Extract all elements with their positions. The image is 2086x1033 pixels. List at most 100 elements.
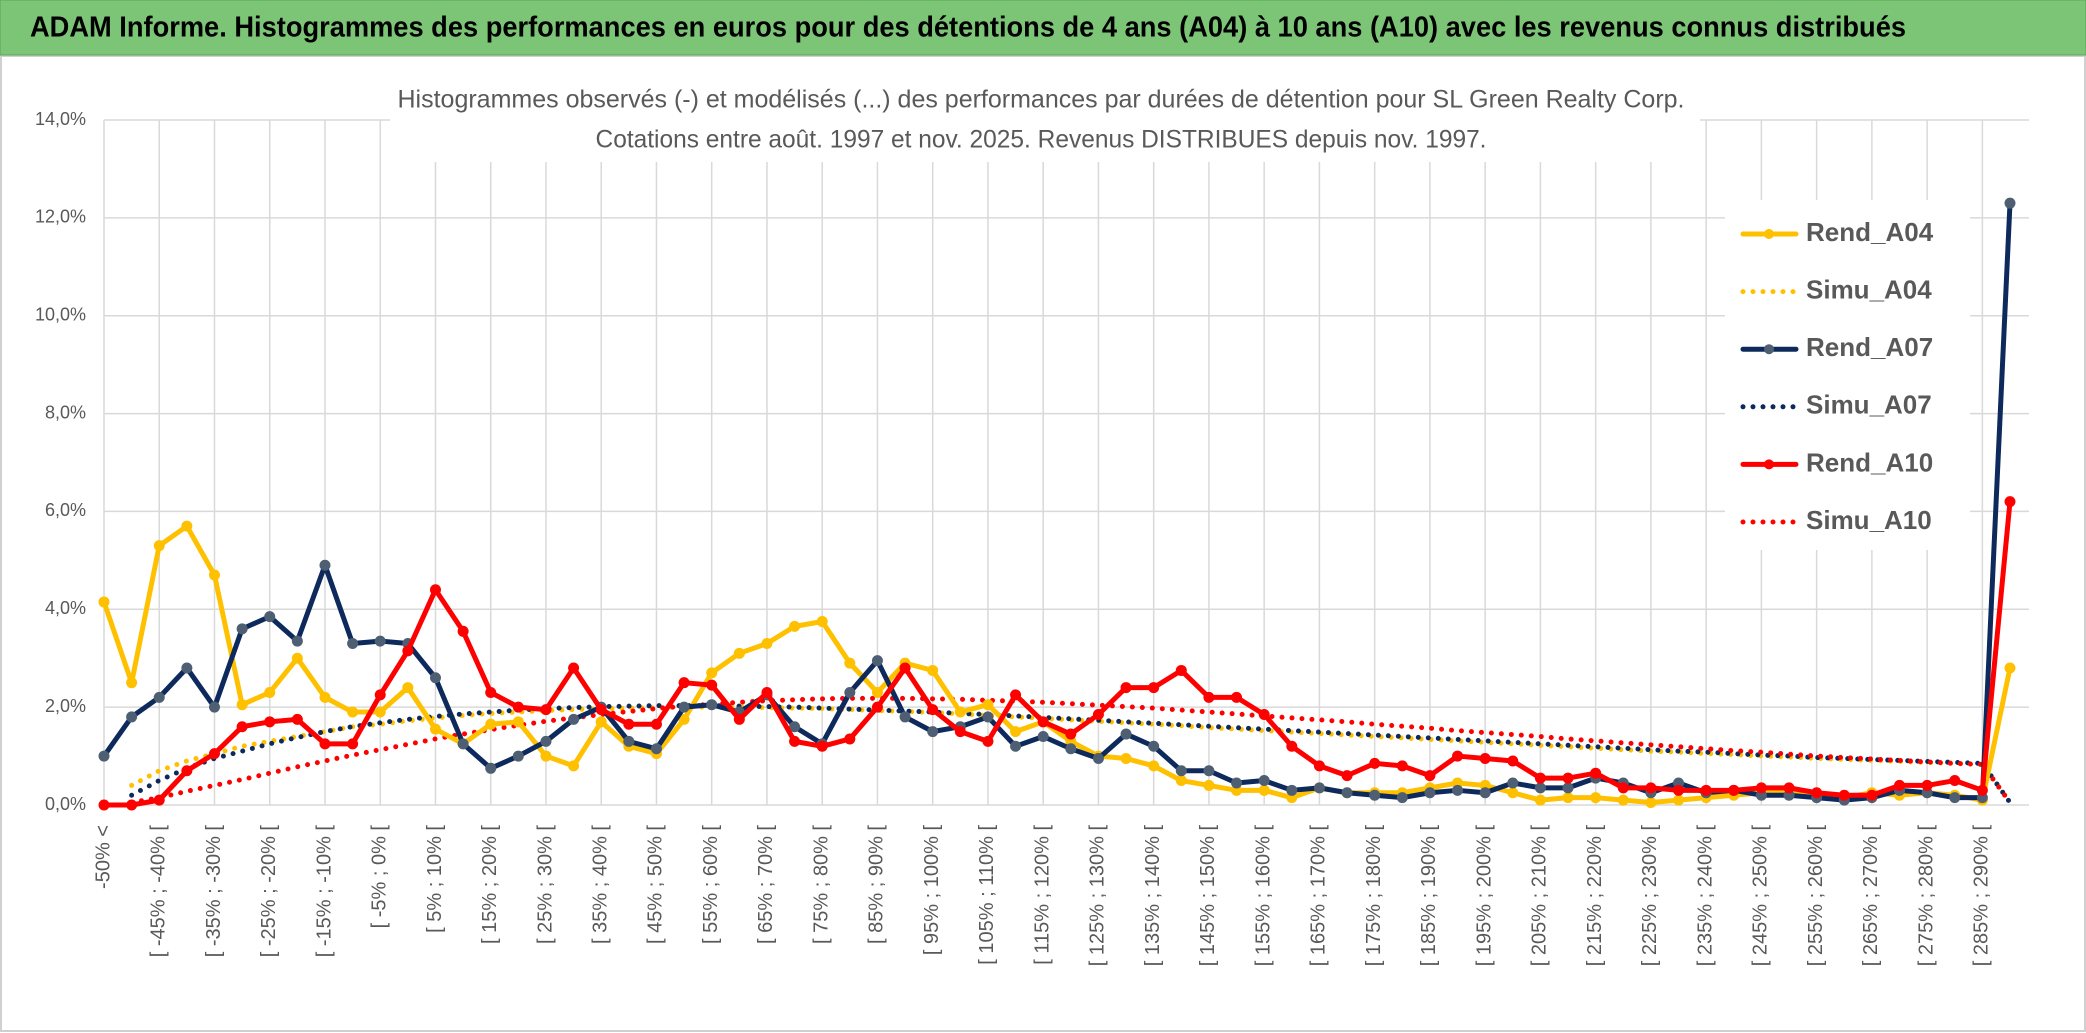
x-tick-label: [ 45% ; 50% [	[645, 825, 667, 944]
series-marker	[1866, 789, 1878, 801]
chart-frame	[0, 55, 2086, 1032]
series-marker	[208, 701, 220, 713]
series-marker	[264, 716, 276, 728]
series-marker	[208, 748, 220, 760]
series-marker	[181, 520, 193, 532]
series-marker	[789, 721, 801, 733]
series-marker	[1755, 782, 1767, 794]
series-marker	[540, 735, 552, 747]
x-tick-label: [ -15% ; -10% [	[313, 825, 335, 958]
header-bar	[0, 0, 2086, 56]
grid: 0,0% 2,0% 4,0% 6,0% 8,0% 10,0% 12,0% 14,0% -50% …	[35, 109, 2029, 966]
series-marker	[374, 706, 386, 718]
series-marker	[1949, 792, 1961, 804]
series-marker	[1258, 784, 1270, 796]
series-marker	[236, 623, 248, 635]
series-marker	[1838, 789, 1850, 801]
series-marker	[927, 704, 939, 716]
series-marker	[1065, 728, 1077, 740]
series-marker	[1534, 782, 1546, 794]
series-marker	[595, 716, 607, 728]
x-tick-label: [ 125% ; 130% [	[1087, 825, 1109, 967]
series-marker	[816, 740, 828, 752]
series-marker	[126, 677, 138, 689]
series-marker	[291, 635, 303, 647]
series-marker	[1507, 755, 1519, 767]
x-tick-label: [ 25% ; 30% [	[534, 825, 556, 944]
series-marker	[374, 635, 386, 647]
series-marker	[402, 682, 414, 694]
series-marker	[706, 699, 718, 711]
legend-marker	[1764, 344, 1774, 355]
series-marker	[623, 735, 635, 747]
x-tick-label: [ 175% ; 180% [	[1363, 825, 1385, 967]
header-title: ADAM Informe. Histogrammes des performan…	[30, 12, 1906, 44]
series-marker	[126, 711, 138, 723]
series-marker	[1479, 787, 1491, 799]
x-tick-label: [ 235% ; 240% [	[1694, 825, 1716, 967]
legend-label: Simu_A10	[1806, 505, 1932, 535]
chart-subtitle: Cotations entre août. 1997 et nov. 2025.…	[596, 126, 1487, 154]
legend: Rend_A04 Simu_A04 Rend_A07 Simu_A07 Rend_A10…	[1740, 217, 1934, 535]
series-marker	[1673, 794, 1685, 806]
series-marker	[871, 686, 883, 698]
y-tick-label: 14,0%	[35, 109, 86, 129]
series-marker	[568, 760, 580, 772]
x-tick-label: [ 245% ; 250% [	[1750, 825, 1772, 967]
x-tick-label: [ -45% ; -40% [	[148, 825, 170, 958]
series-marker	[733, 647, 745, 659]
legend-label: Rend_A10	[1806, 447, 1933, 477]
series-marker	[982, 711, 994, 723]
series-marker	[1949, 775, 1961, 787]
series-marker	[457, 738, 469, 750]
legend-label: Rend_A04	[1806, 217, 1934, 247]
series-marker	[1507, 787, 1519, 799]
x-tick-label: [ 285% ; 290% [	[1971, 825, 1993, 967]
series-marker	[1369, 757, 1381, 769]
series-marker	[153, 691, 165, 703]
series-marker	[678, 677, 690, 689]
series-marker	[98, 596, 110, 608]
series-marker	[181, 765, 193, 777]
series-marker	[1976, 784, 1988, 796]
series-marker	[1894, 779, 1906, 791]
series-marker	[1562, 782, 1574, 794]
series-marker	[1231, 691, 1243, 703]
x-tick-label: [ -35% ; -30% [	[203, 825, 225, 958]
series-marker	[319, 738, 331, 750]
legend-marker	[1764, 459, 1774, 470]
plot-area	[98, 197, 2016, 811]
x-tick-label: [ 165% ; 170% [	[1308, 825, 1330, 967]
series-marker	[1148, 740, 1160, 752]
series-marker	[1921, 779, 1933, 791]
series-marker	[1203, 779, 1215, 791]
series-marker	[1617, 794, 1629, 806]
series-marker	[540, 704, 552, 716]
series-marker	[568, 662, 580, 674]
series-marker	[208, 569, 220, 581]
series-marker	[319, 559, 331, 571]
series-marker	[761, 686, 773, 698]
series-marker	[429, 672, 441, 684]
series-marker	[236, 721, 248, 733]
chart-title: Histogrammes observés (-) et modélisés (…	[398, 86, 1685, 114]
series-marker	[540, 750, 552, 762]
series-marker	[761, 638, 773, 650]
series-marker	[374, 689, 386, 701]
series-marker	[485, 686, 497, 698]
series-marker	[899, 662, 911, 674]
x-tick-label: [ 105% ; 110% [	[976, 825, 998, 965]
series-marker	[1590, 792, 1602, 804]
series-marker	[236, 699, 248, 711]
x-tick-label: [ 225% ; 230% [	[1639, 825, 1661, 967]
series-marker	[485, 762, 497, 774]
x-tick-label: [ 5% ; 10% [	[424, 825, 446, 933]
series-marker	[844, 686, 856, 698]
series-marker	[899, 711, 911, 723]
series-marker	[1562, 772, 1574, 784]
series-line	[129, 703, 2013, 806]
series-marker	[485, 718, 497, 730]
series-marker	[1175, 775, 1187, 787]
series-marker	[98, 799, 110, 811]
